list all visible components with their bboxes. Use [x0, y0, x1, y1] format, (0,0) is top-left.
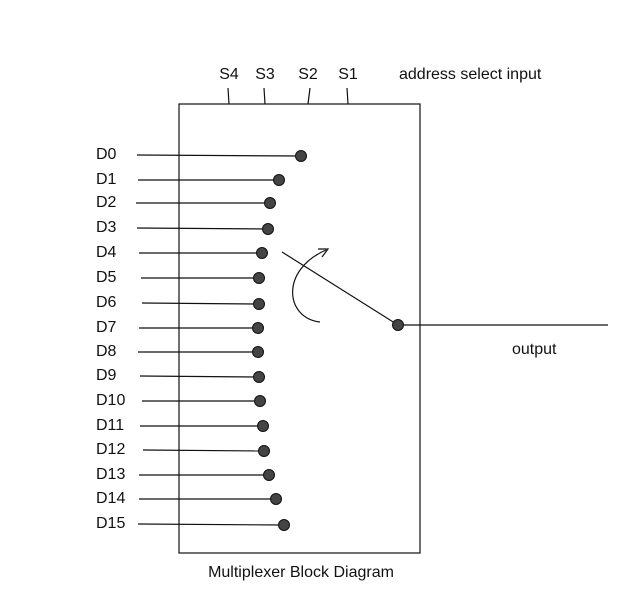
data-input-label: D4 [96, 244, 117, 261]
select-line [346, 87, 349, 105]
select-input-label: S2 [298, 66, 318, 83]
data-input-label: D6 [96, 294, 117, 311]
select-line [263, 87, 266, 105]
input-dot [252, 322, 264, 334]
input-dot [262, 223, 274, 235]
input-dot [258, 445, 270, 457]
input-dot [264, 197, 276, 209]
input-dot [253, 272, 265, 284]
output-label: output [512, 341, 557, 358]
data-input-label: D13 [96, 466, 125, 483]
select-input-label: S3 [255, 66, 275, 83]
input-dot [253, 298, 265, 310]
select-input-label: S1 [338, 66, 358, 83]
input-line [136, 227, 269, 230]
input-dot [278, 519, 290, 531]
input-dot [263, 469, 275, 481]
data-input-label: D0 [96, 146, 117, 163]
input-line [142, 449, 265, 452]
input-dot [273, 174, 285, 186]
input-dot [252, 346, 264, 358]
input-line [137, 523, 285, 526]
data-input-label: D14 [96, 490, 125, 507]
rotation-arrow [292, 249, 327, 323]
switch-arm [281, 251, 399, 326]
input-dot [256, 247, 268, 259]
input-dot [257, 420, 269, 432]
data-input-label: D12 [96, 441, 125, 458]
select-input-label: S4 [219, 66, 239, 83]
select-line [227, 87, 230, 105]
arrow-head [318, 248, 330, 258]
data-input-label: D10 [96, 392, 125, 409]
data-input-label: D11 [96, 417, 124, 434]
data-input-label: D7 [96, 319, 117, 336]
data-input-label: D15 [96, 515, 125, 532]
input-line [139, 375, 260, 378]
input-line [141, 302, 260, 305]
input-dot [270, 493, 282, 505]
data-input-label: D3 [96, 219, 117, 236]
input-dot [295, 150, 307, 162]
input-dot [254, 395, 266, 407]
data-input-label: D2 [96, 194, 117, 211]
data-input-label: D8 [96, 343, 117, 360]
input-dot [253, 371, 265, 383]
input-line [136, 154, 302, 157]
output-dot [392, 319, 404, 331]
select-line [307, 87, 311, 105]
data-input-label: D9 [96, 367, 117, 384]
data-input-label: D1 [96, 171, 117, 188]
data-input-label: D5 [96, 269, 117, 286]
caption: Multiplexer Block Diagram [208, 564, 394, 581]
select-label: address select input [399, 66, 542, 83]
